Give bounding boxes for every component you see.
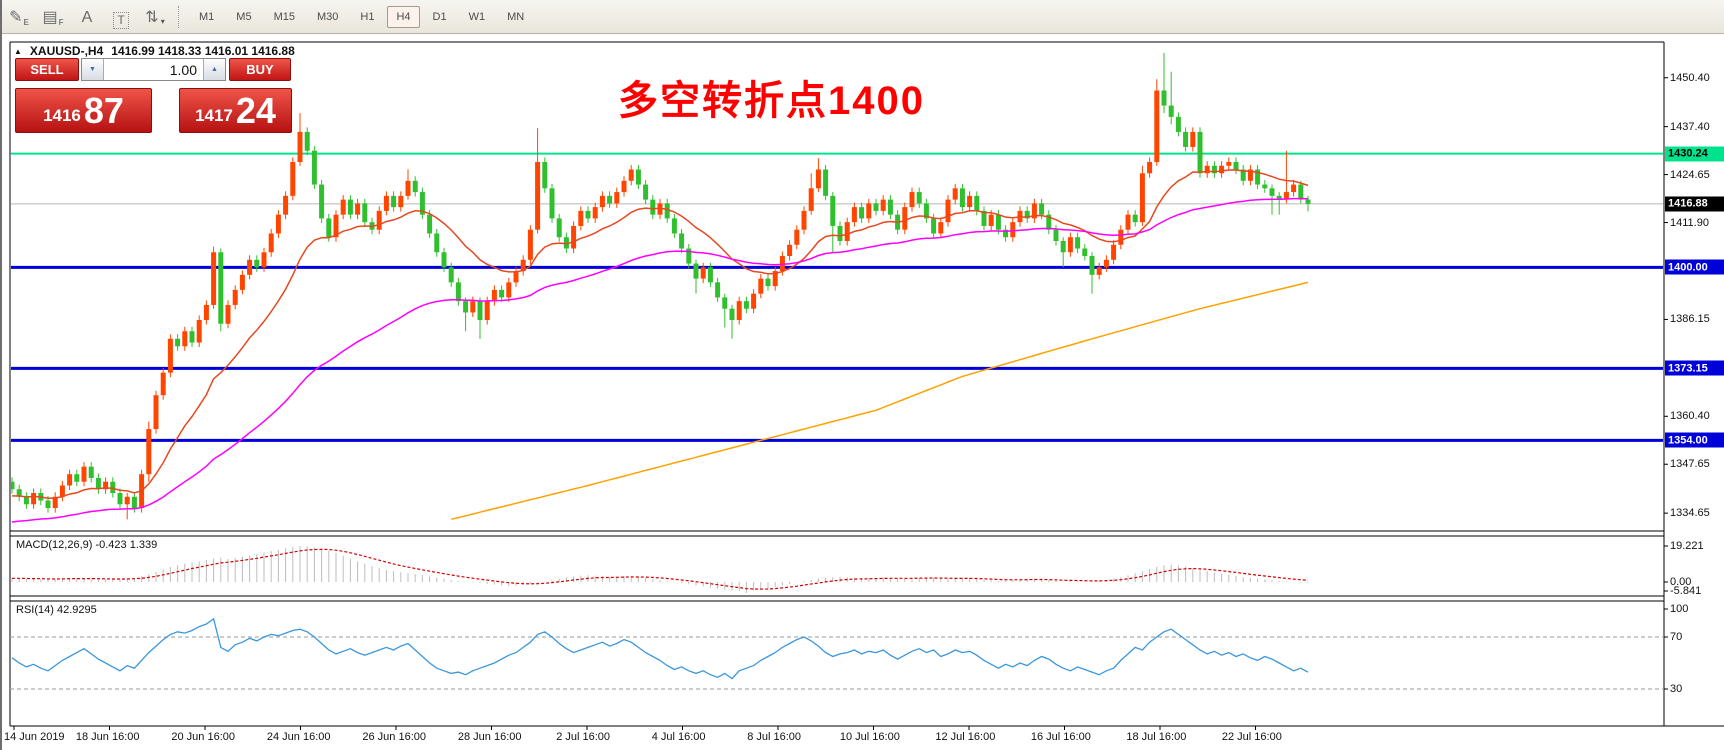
symbol-info-line: ▲ XAUUSD-,H4 1416.99 1418.33 1416.01 141… [14,44,295,58]
price-tick-label: 1411.90 [1670,216,1709,229]
timeframe-button-h1[interactable]: H1 [360,10,375,23]
price-tick-label: 1450.40 [1670,71,1710,84]
price-axis-scale[interactable] [1664,42,1724,726]
text-label-icon[interactable]: A [81,8,93,26]
price-badge-1400.00: 1400.00 [1665,259,1724,275]
macd-tick-label: -5.841 [1670,585,1702,597]
rsi-tick-label: 100 [1670,603,1689,615]
volume-input[interactable]: 1.00 [104,59,203,80]
rsi-tick-label: 70 [1670,631,1683,643]
time-tick-label: 24 Jun 16:00 [266,731,331,743]
one-click-trade-panel: SELL ▼ 1.00 ▲ BUY 1416 87 1417 24 [15,58,292,133]
volume-decrease-button[interactable]: ▼ [82,59,104,80]
toolbar: ✎ E ▤ F A T ⇅ ▾ M1 M5 M15 M30 H1 H4 D1 W1 MN [2,0,1724,34]
time-tick-label: 26 Jun 16:00 [362,731,427,743]
time-tick-label: 14 Jun 2019 [4,731,65,743]
price-tick-label: 1334.65 [1670,507,1710,520]
time-tick-label: 12 Jul 16:00 [935,731,996,743]
buy-price-display[interactable]: 1417 24 [179,88,292,133]
macd-panel-area[interactable] [10,536,1664,596]
buy-price-pips: 24 [235,90,276,131]
symbol-ohlc: 1416.99 1418.33 1416.01 1416.88 [111,44,295,58]
price-badge-1430.24: 1430.24 [1665,146,1724,162]
price-badge-1354.00: 1354.00 [1665,432,1724,448]
buy-price-main: 1417 [195,106,233,125]
sell-price-pips: 87 [83,90,124,131]
time-tick-label: 4 Jul 16:00 [651,731,706,743]
timeframe-button-m1[interactable]: M1 [199,10,215,23]
toolbar-separator [178,5,180,28]
time-tick-label: 16 Jul 16:00 [1030,731,1091,743]
time-tick-label: 18 Jun 16:00 [75,731,140,743]
timeframe-button-mn[interactable]: MN [507,10,525,23]
time-tick-label: 28 Jun 16:00 [457,731,522,743]
time-tick-label: 22 Jul 16:00 [1221,731,1282,743]
timeframe-button-m30[interactable]: M30 [316,10,339,23]
macd-indicator-label: MACD(12,26,9) -0.423 1.339 [16,539,158,551]
sell-button[interactable]: SELL [15,58,79,81]
price-tick-label: 1386.15 [1670,313,1710,326]
time-tick-label: 18 Jul 16:00 [1126,731,1187,743]
grid-icon[interactable]: ▤ F [42,8,64,27]
macd-tick-label: 0.00 [1670,576,1692,588]
arrange-windows-icon[interactable]: ⇅ ▾ [145,8,165,26]
price-tick-label: 1437.40 [1670,120,1710,133]
rsi-panel-area[interactable] [10,601,1664,726]
price-tick-label: 1347.65 [1670,458,1710,471]
sell-price-display[interactable]: 1416 87 [15,88,152,133]
symbol-name: XAUUSD-,H4 [29,44,104,58]
timeframe-button-d1[interactable]: D1 [432,10,447,23]
collapse-triangle-icon[interactable]: ▲ [14,46,22,56]
rsi-tick-label: 30 [1670,683,1683,695]
time-tick-label: 10 Jul 16:00 [839,731,900,743]
price-tick-label: 1424.65 [1670,168,1710,181]
timeframe-button-m15[interactable]: M15 [273,10,295,23]
chart-annotation-text: 多空转折点1400 [618,79,925,123]
price-tick-label: 1360.40 [1670,410,1710,423]
time-tick-label: 8 Jul 16:00 [747,731,802,743]
price-badge-1416.88: 1416.88 [1665,196,1724,212]
timeframe-button-w1[interactable]: W1 [468,10,486,23]
sell-price-main: 1416 [43,106,81,125]
volume-spinner: ▼ 1.00 ▲ [81,58,226,81]
macd-tick-label: 19.221 [1670,540,1704,552]
volume-increase-button[interactable]: ▲ [203,59,225,80]
timeframe-button-h4[interactable]: H4 [387,5,420,28]
time-tick-label: 20 Jun 16:00 [171,731,236,743]
timeframe-button-m5[interactable]: M5 [236,10,252,23]
buy-button[interactable]: BUY [229,58,291,81]
price-badge-1373.15: 1373.15 [1665,360,1724,376]
text-box-icon[interactable]: T [106,5,136,29]
time-tick-label: 2 Jul 16:00 [556,731,611,743]
rsi-indicator-label: RSI(14) 42.9295 [16,604,97,616]
indicator-edit-icon[interactable]: ✎ E [9,8,29,27]
